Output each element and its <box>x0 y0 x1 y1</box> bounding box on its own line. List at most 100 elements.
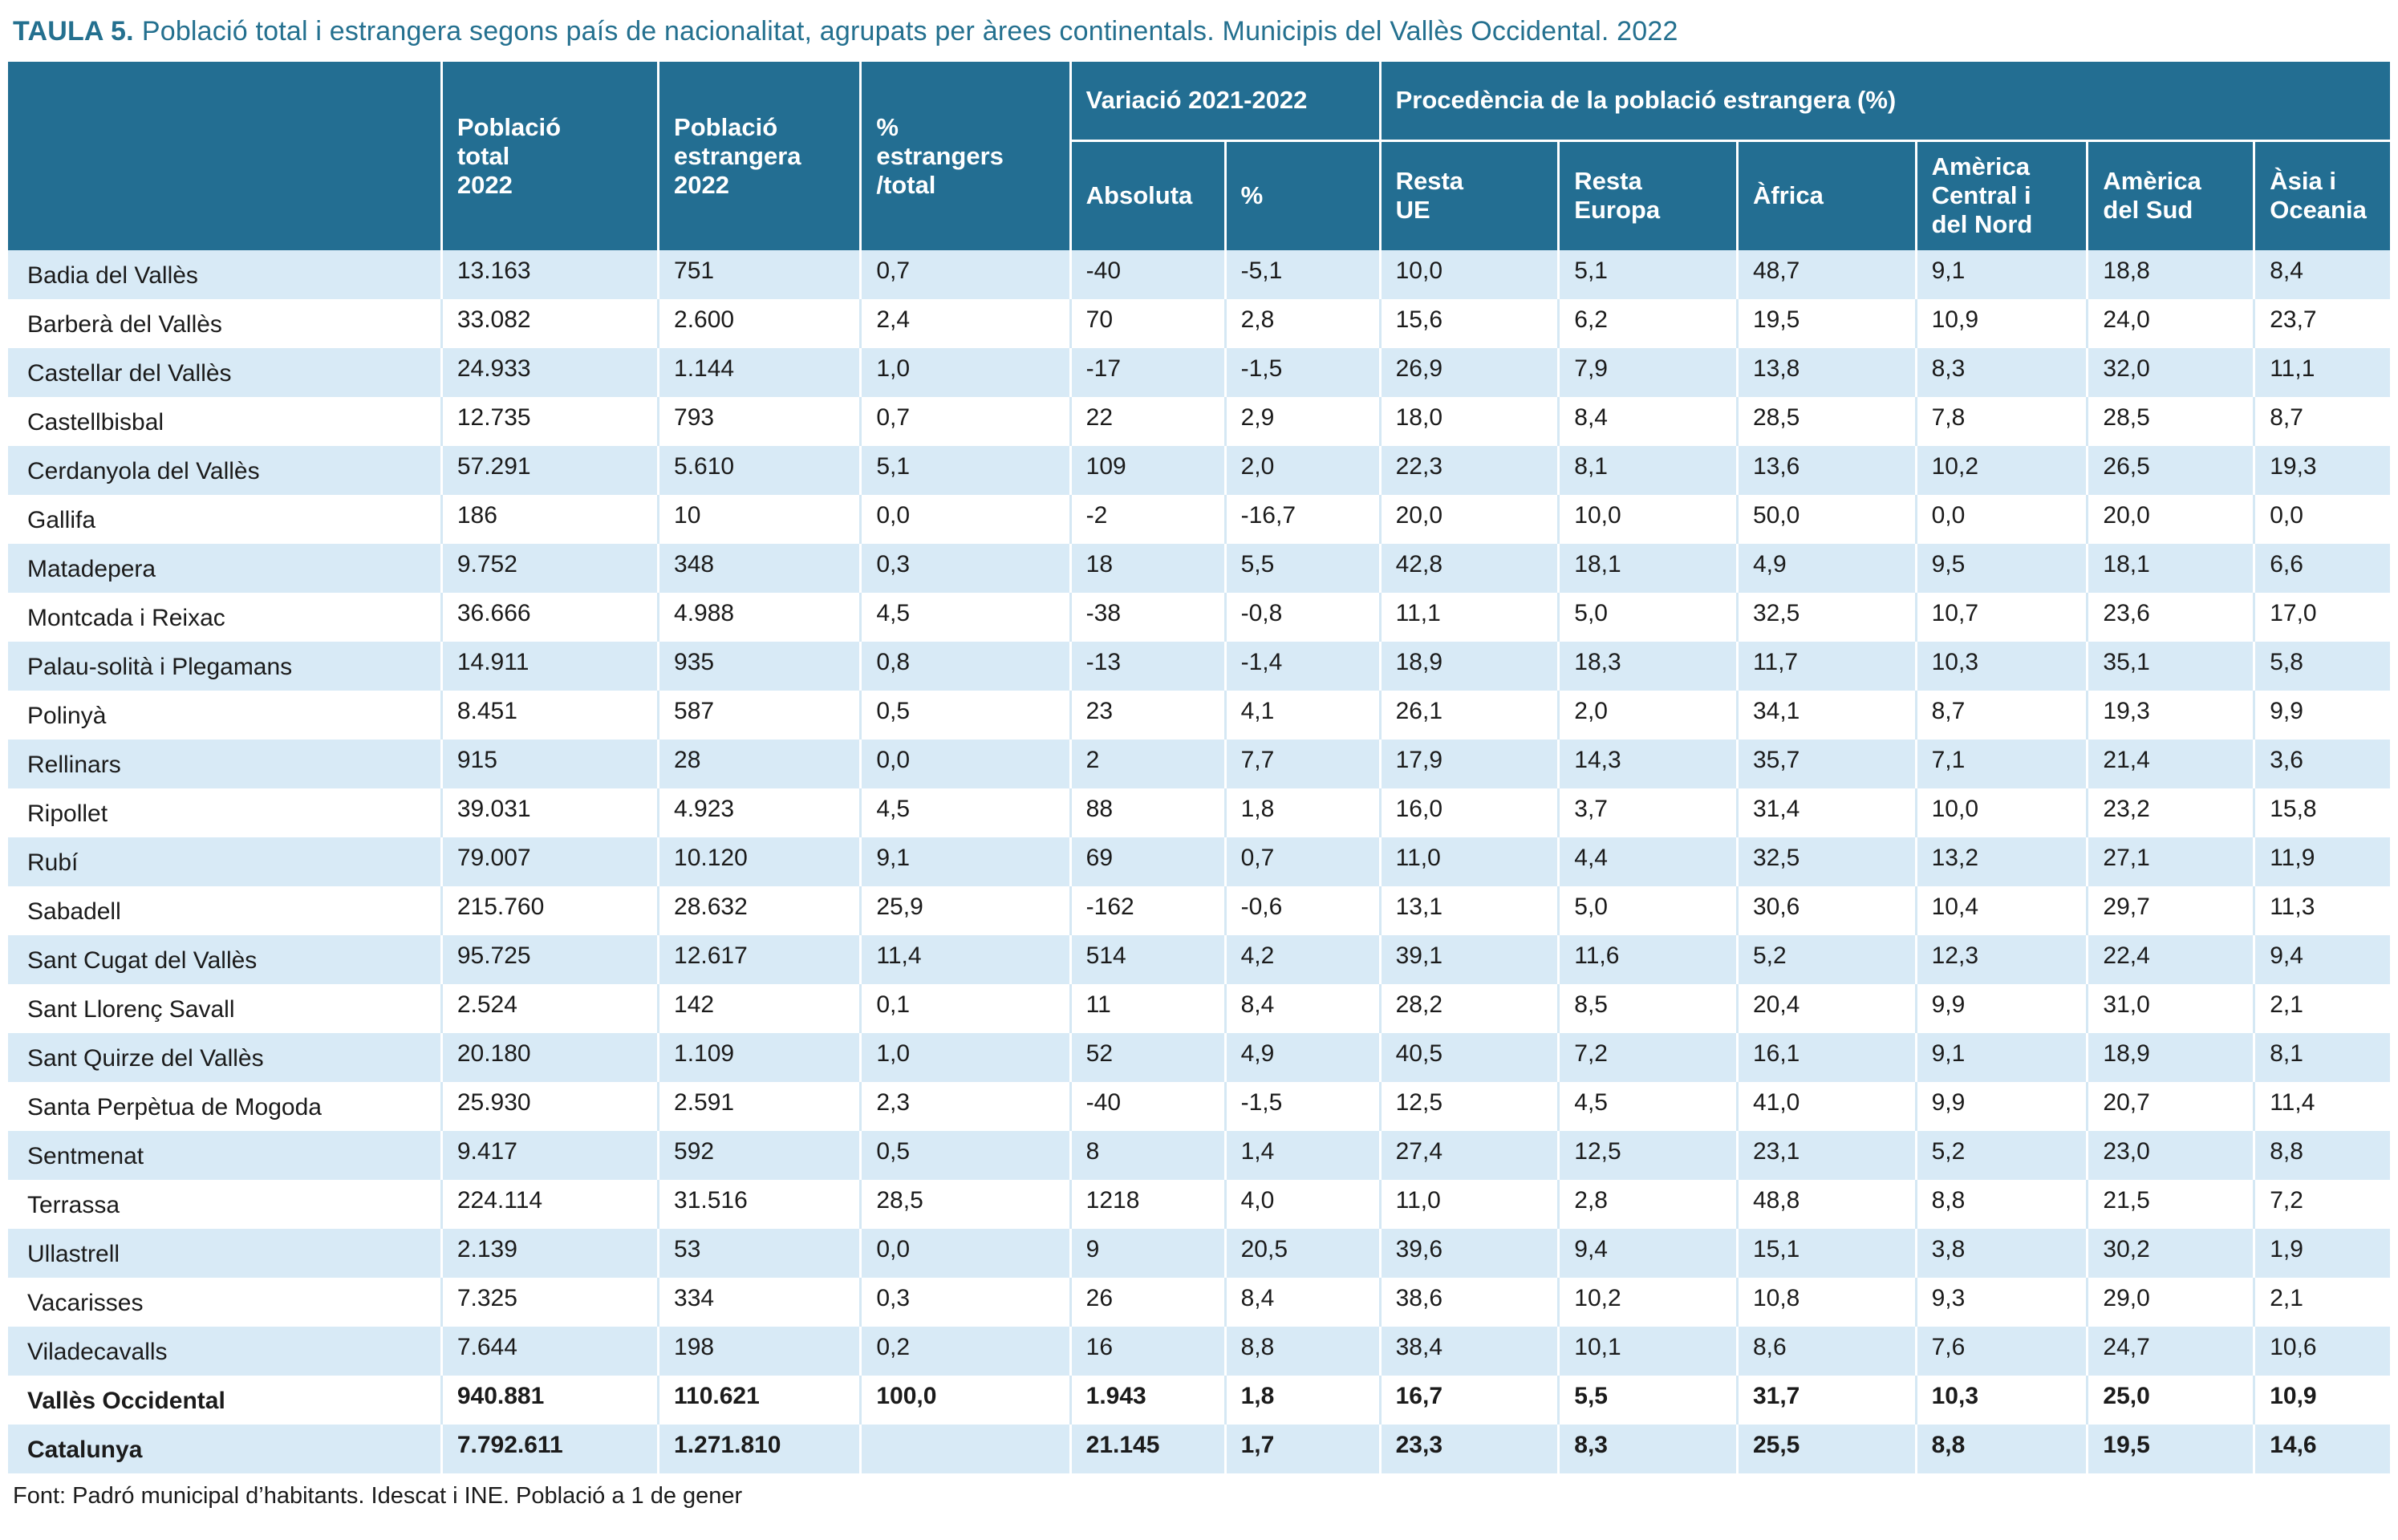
value-cell: 1.109 <box>657 1033 861 1082</box>
value-cell: 18,1 <box>2086 544 2254 593</box>
value-cell: 18,9 <box>2086 1033 2254 1082</box>
value-cell: 215.760 <box>440 886 659 935</box>
value-cell: 935 <box>657 642 861 691</box>
table-row: Castellbisbal 12.735 793 0,7 22 2,9 18,0 8,4 28,… <box>8 397 2390 446</box>
value-cell: 0,7 <box>1223 837 1381 886</box>
value-cell: 793 <box>657 397 861 446</box>
municipality-name: Gallifa <box>27 506 96 533</box>
value-cell: -2 <box>1069 495 1226 544</box>
value-cell: 348 <box>657 544 861 593</box>
value-cell: 17,0 <box>2253 593 2390 642</box>
value-cell: 2,9 <box>1223 397 1381 446</box>
col-header-absoluta: Absoluta <box>1069 140 1226 250</box>
value-cell: 4,9 <box>1735 544 1917 593</box>
value-cell: 0,0 <box>859 495 1071 544</box>
value-cell: 7,2 <box>2253 1180 2390 1229</box>
value-cell: 11,4 <box>859 935 1071 984</box>
value-cell: 5,0 <box>1557 886 1738 935</box>
value-cell: 79.007 <box>440 837 659 886</box>
value-cell: 2,1 <box>2253 1278 2390 1327</box>
municipality-name: Ripollet <box>27 800 108 827</box>
value-cell: 8,8 <box>1223 1327 1381 1376</box>
value-cell: 0,3 <box>859 1278 1071 1327</box>
corner-cell <box>8 62 442 250</box>
table-row: Ullastrell 2.139 53 0,0 9 20,5 39,6 9,4 15,1 3,8 3… <box>8 1229 2390 1278</box>
municipality-name: Badia del Vallès <box>27 261 198 289</box>
value-cell: 26 <box>1069 1278 1226 1327</box>
table-row: Cerdanyola del Vallès 57.291 5.610 5,1 109 2,… <box>8 446 2390 495</box>
value-cell: 7,7 <box>1223 740 1381 788</box>
value-cell: 12,5 <box>1557 1131 1738 1180</box>
value-cell: 1,9 <box>2253 1229 2390 1278</box>
municipality-name: Vacarisses <box>27 1289 144 1316</box>
col-header-poblacio-estrangera: Població estrangera 2022 <box>657 62 861 250</box>
value-cell: -38 <box>1069 593 1226 642</box>
col-header-africa: Àfrica <box>1735 140 1917 250</box>
table-row: Viladecavalls 7.644 198 0,2 16 8,8 38,4 10,1 8,6… <box>8 1327 2390 1376</box>
value-cell: 12.617 <box>657 935 861 984</box>
value-cell: 57.291 <box>440 446 659 495</box>
value-cell: 7.325 <box>440 1278 659 1327</box>
value-cell: 11,4 <box>2253 1082 2390 1131</box>
value-cell: 20,5 <box>1223 1229 1381 1278</box>
table-row: Catalunya 7.792.611 1.271.810 21.145 1,7 23,3… <box>8 1424 2390 1473</box>
value-cell: 15,1 <box>1735 1229 1917 1278</box>
value-cell: 39.031 <box>440 788 659 837</box>
col-header-poblacio-total: Població total 2022 <box>440 62 659 250</box>
value-cell: 21,5 <box>2086 1180 2254 1229</box>
value-cell: 29,0 <box>2086 1278 2254 1327</box>
value-cell: 23,1 <box>1735 1131 1917 1180</box>
value-cell: 22,4 <box>2086 935 2254 984</box>
municipality-name: Matadepera <box>27 555 156 582</box>
value-cell: 11,0 <box>1378 1180 1559 1229</box>
value-cell: 20.180 <box>440 1033 659 1082</box>
value-cell: 7.644 <box>440 1327 659 1376</box>
value-cell: 3,7 <box>1557 788 1738 837</box>
value-cell: 1.271.810 <box>657 1424 861 1473</box>
value-cell: 110.621 <box>657 1376 861 1424</box>
value-cell: 8,5 <box>1557 984 1738 1033</box>
value-cell: 31,7 <box>1735 1376 1917 1424</box>
value-cell: 8,3 <box>1914 348 2088 397</box>
value-cell: 22 <box>1069 397 1226 446</box>
municipality-name: Montcada i Reixac <box>27 604 225 631</box>
value-cell: 15,6 <box>1378 299 1559 348</box>
value-cell: 16 <box>1069 1327 1226 1376</box>
municipality-name: Sant Quirze del Vallès <box>27 1044 264 1072</box>
value-cell: 10 <box>657 495 861 544</box>
value-cell: 10,2 <box>1914 446 2088 495</box>
col-header-resta-europa: Resta Europa <box>1557 140 1738 250</box>
value-cell: 142 <box>657 984 861 1033</box>
table-row: Rellinars 915 28 0,0 2 7,7 17,9 14,3 35,7 7,1 21,4… <box>8 740 2390 788</box>
value-cell: 10,3 <box>1914 1376 2088 1424</box>
value-cell: 5,1 <box>1557 250 1738 299</box>
value-cell: 3,8 <box>1914 1229 2088 1278</box>
value-cell: 10,6 <box>2253 1327 2390 1376</box>
value-cell: 13,6 <box>1735 446 1917 495</box>
value-cell: 19,5 <box>1735 299 1917 348</box>
value-cell: 224.114 <box>440 1180 659 1229</box>
table-row: Vacarisses 7.325 334 0,3 26 8,4 38,6 10,2 10,8 9,… <box>8 1278 2390 1327</box>
value-cell: -13 <box>1069 642 1226 691</box>
value-cell: 12.735 <box>440 397 659 446</box>
value-cell: 20,7 <box>2086 1082 2254 1131</box>
value-cell: 13,2 <box>1914 837 2088 886</box>
value-cell: 50,0 <box>1735 495 1917 544</box>
value-cell: 16,7 <box>1378 1376 1559 1424</box>
col-header-variacio-pct: % <box>1223 140 1381 250</box>
table-body: Badia del Vallès 13.163 751 0,7 -40 -5,1 10,0 5… <box>8 250 2390 1473</box>
value-cell: 7,1 <box>1914 740 2088 788</box>
municipality-name: Polinyà <box>27 702 107 729</box>
value-cell: 10,9 <box>1914 299 2088 348</box>
value-cell: 8,6 <box>1735 1327 1917 1376</box>
value-cell: 0,5 <box>859 691 1071 740</box>
value-cell: 18 <box>1069 544 1226 593</box>
header-row-groups: Població total 2022 Població estrangera … <box>8 62 2390 250</box>
value-cell: 8,7 <box>2253 397 2390 446</box>
col-header-pct-estrangers: % estrangers /total <box>859 62 1071 250</box>
value-cell: 0,5 <box>859 1131 1071 1180</box>
value-cell: 32,0 <box>2086 348 2254 397</box>
value-cell: 21,4 <box>2086 740 2254 788</box>
value-cell: 10,7 <box>1914 593 2088 642</box>
value-cell: 32,5 <box>1735 593 1917 642</box>
